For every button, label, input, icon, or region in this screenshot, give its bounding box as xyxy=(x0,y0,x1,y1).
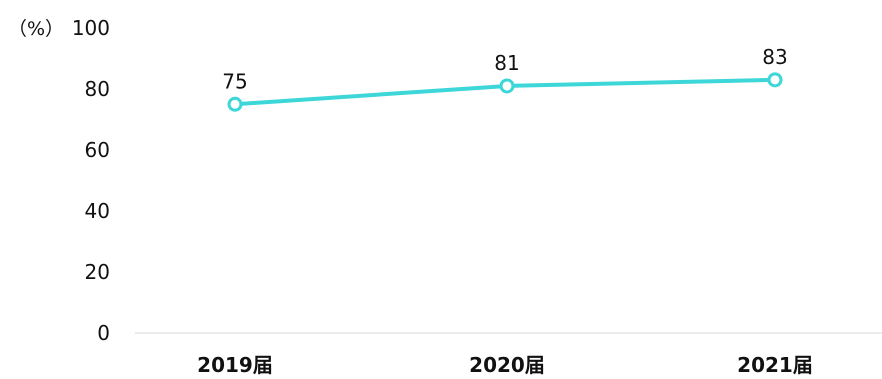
y-tick-label: 20 xyxy=(85,260,110,284)
y-tick-label: 100 xyxy=(72,16,110,40)
data-label: 75 xyxy=(222,69,247,93)
y-tick-label: 40 xyxy=(85,199,110,223)
x-category-label: 2019届 xyxy=(197,353,273,377)
data-point xyxy=(227,96,243,112)
y-tick-label: 80 xyxy=(85,77,110,101)
x-category-label: 2020届 xyxy=(469,353,545,377)
data-point xyxy=(767,72,783,88)
y-unit-label: （%） xyxy=(8,18,64,40)
x-category-label: 2021届 xyxy=(737,353,813,377)
data-label: 83 xyxy=(762,45,787,69)
data-labels-group: 75 81 83 xyxy=(222,45,787,93)
y-tick-label: 0 xyxy=(97,321,110,345)
y-tick-label: 60 xyxy=(85,138,110,162)
x-axis: 2019届 2020届 2021届 xyxy=(197,353,813,377)
y-axis: （%） 0 20 40 60 80 100 xyxy=(8,16,110,345)
series-group xyxy=(227,72,783,112)
data-label: 81 xyxy=(494,51,519,75)
data-point xyxy=(499,78,515,94)
